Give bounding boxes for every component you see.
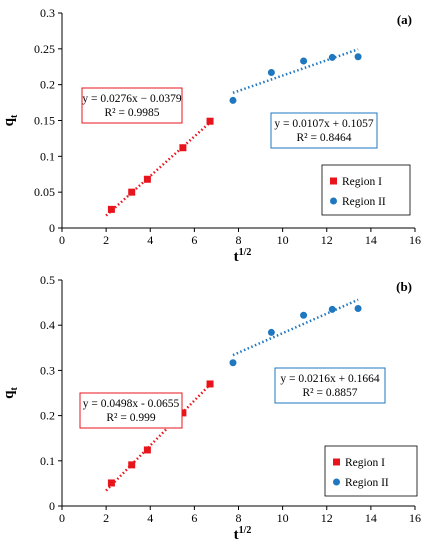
data-point-region-2: [328, 53, 336, 61]
data-point-region-1: [143, 175, 151, 183]
data-point-region-1: [206, 380, 214, 388]
legend-label: Region I: [342, 176, 382, 188]
trendline-region-2: [232, 298, 359, 357]
x-tick-label: 0: [59, 233, 65, 247]
y-tick-label: 0.3: [40, 6, 55, 20]
trendline-r-squared: R² = 0.9985: [105, 107, 160, 119]
trendline-region-1: [105, 383, 211, 492]
data-point-region-2: [267, 68, 275, 76]
y-tick-label: 0.4: [40, 318, 55, 332]
x-tick-label: 8: [236, 233, 242, 247]
legend: [321, 164, 411, 216]
y-tick-label: 0.15: [34, 114, 55, 128]
trendline-equation: y = 0.0498x - 0.0655: [83, 398, 180, 410]
legend-marker-circle: [330, 197, 337, 205]
y-axis-label: qt: [1, 114, 20, 126]
x-tick-label: 2: [103, 233, 109, 247]
equation-box-region-2: [274, 367, 386, 404]
data-point-region-1: [128, 188, 136, 196]
trendline-equation: y = 0.0107x + 0.1057: [274, 118, 373, 130]
panel-label: (b): [396, 279, 412, 294]
x-tick-label: 4: [147, 511, 153, 525]
data-point-region-1: [107, 479, 115, 487]
data-point-region-2: [267, 328, 275, 336]
data-point-region-1: [107, 205, 115, 213]
trendline-region-2: [232, 48, 359, 94]
x-tick-label: 6: [191, 511, 197, 525]
trendline-region-1: [105, 121, 211, 217]
x-tick-label: 6: [191, 233, 197, 247]
x-tick-label: 12: [321, 511, 333, 525]
trendline-r-squared: R² = 0.999: [106, 412, 155, 424]
data-point-region-1: [179, 144, 187, 152]
x-tick-label: 2: [103, 511, 109, 525]
data-point-region-2: [354, 304, 362, 312]
x-tick-label: 0: [59, 511, 65, 525]
trendline-r-squared: R² = 0.8464: [297, 132, 352, 144]
x-tick-label: 16: [409, 511, 421, 525]
equation-box-region-2: [270, 112, 378, 149]
x-tick-label: 16: [409, 233, 421, 247]
legend-marker-circle: [333, 478, 340, 486]
x-tick-label: 10: [277, 511, 289, 525]
chart-a: 0 2 4 6 8 10 12 14 16 0 0.05 0.1 0.15 0.2 0.25 0.3 t1/2 q…: [1, 6, 421, 265]
legend-marker-square: [333, 458, 340, 466]
y-tick-label: 0.1: [40, 149, 55, 163]
chart-b: 0 2 4 6 8 10 12 14 16 0 0.1 0.2 0.3 0.4 0.5 t1/2 qt (b) y …: [1, 276, 421, 543]
data-point-region-2: [300, 57, 308, 65]
data-point-region-1: [179, 409, 187, 417]
equation-box-region-1: [81, 87, 183, 124]
y-tick-label: 0.2: [40, 78, 55, 92]
data-point-region-2: [229, 96, 237, 104]
legend-marker-square: [330, 177, 337, 185]
legend-label: Region I: [345, 457, 385, 469]
x-tick-label: 8: [236, 511, 242, 525]
x-axis-label: t1/2: [234, 247, 252, 265]
equation-box-region-1: [79, 392, 183, 429]
data-point-region-1: [143, 446, 151, 454]
legend: [324, 445, 418, 497]
y-tick-label: 0: [49, 499, 55, 513]
y-tick-label: 0.25: [34, 42, 55, 56]
x-tick-label: 14: [365, 233, 377, 247]
legend-label: Region II: [342, 196, 386, 208]
x-tick-label: 4: [147, 233, 153, 247]
trendline-r-squared: R² = 0.8857: [303, 387, 358, 399]
data-point-region-1: [128, 461, 136, 469]
trendline-equation: y = 0.0276x − 0.0379: [82, 93, 181, 105]
data-point-region-2: [229, 359, 237, 367]
data-point-region-2: [328, 305, 336, 313]
y-tick-label: 0.5: [40, 276, 55, 287]
x-axis-label: t1/2: [234, 525, 252, 543]
data-point-region-2: [354, 53, 362, 61]
data-point-region-1: [206, 117, 214, 125]
trendline-equation: y = 0.0216x + 0.1664: [280, 373, 379, 385]
y-tick-label: 0.05: [34, 185, 55, 199]
x-tick-label: 14: [365, 511, 377, 525]
x-tick-label: 12: [321, 233, 333, 247]
panel-label: (a): [397, 12, 412, 27]
x-tick-label: 10: [277, 233, 289, 247]
y-tick-label: 0.1: [40, 454, 55, 468]
y-axis-label: qt: [1, 387, 20, 399]
y-tick-label: 0: [49, 221, 55, 235]
data-point-region-2: [300, 311, 308, 319]
legend-label: Region II: [345, 477, 389, 489]
y-tick-label: 0.3: [40, 363, 55, 377]
y-tick-label: 0.2: [40, 409, 55, 423]
